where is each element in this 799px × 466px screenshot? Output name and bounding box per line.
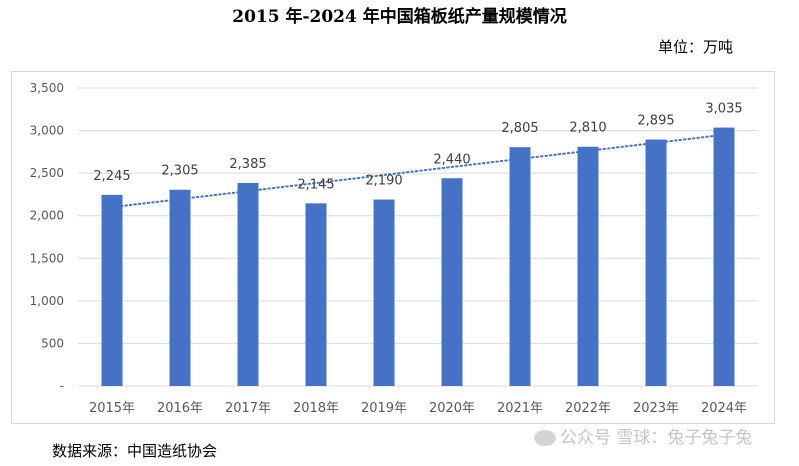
y-axis-ticks: - 500 1,000 1,500 2,000 2,500 3,000 3,500 <box>30 81 64 393</box>
y-tick-label: 3,500 <box>30 81 64 95</box>
x-category-label: 2024年 <box>701 401 747 416</box>
trendline <box>111 133 725 209</box>
bar <box>169 189 191 386</box>
chart-title: 2015 年-2024 年中国箱板纸产量规模情况 <box>232 7 567 27</box>
y-tick-label: 3,000 <box>30 124 64 138</box>
data-label: 2,145 <box>297 177 334 192</box>
bars <box>101 127 735 386</box>
bar <box>645 139 667 386</box>
x-category-label: 2015年 <box>89 401 135 416</box>
chart-area: - 500 1,000 1,500 2,000 2,500 3,000 3,500 2,245… <box>11 71 775 424</box>
x-category-label: 2020年 <box>429 401 475 416</box>
y-tick-label: 1,500 <box>30 251 64 265</box>
unit-label: 单位：万吨 <box>657 38 733 56</box>
x-category-label: 2023年 <box>633 401 679 416</box>
data-label: 2,245 <box>93 169 130 184</box>
bar-chart: - 500 1,000 1,500 2,000 2,500 3,000 3,500 2,245… <box>30 81 758 416</box>
x-category-label: 2022年 <box>565 401 611 416</box>
source-note: 数据来源：中国造纸协会 <box>52 442 218 460</box>
data-label: 2,385 <box>229 157 266 172</box>
x-category-label: 2017年 <box>225 401 271 416</box>
x-category-label: 2019年 <box>361 401 407 416</box>
data-label: 2,895 <box>637 114 674 129</box>
y-tick-label: 2,500 <box>30 166 64 180</box>
bar <box>713 127 735 386</box>
x-category-label: 2016年 <box>157 401 203 416</box>
trendline-group <box>111 133 725 209</box>
y-tick-label: - <box>60 379 64 393</box>
data-label: 2,440 <box>433 152 470 167</box>
x-axis-categories: 2015年 2016年 2017年 2018年 2019年 2020年 2021年 2022年… <box>89 401 747 416</box>
data-label: 2,190 <box>365 174 402 189</box>
y-tick-label: 2,000 <box>30 209 64 223</box>
bar <box>441 178 463 386</box>
watermark: 公众号 雪球：兔子兔子兔 <box>534 423 752 448</box>
gridlines <box>78 87 758 387</box>
data-label: 2,305 <box>161 164 198 179</box>
bar <box>305 203 327 386</box>
y-tick-label: 1,000 <box>30 294 64 308</box>
data-label: 2,805 <box>501 121 538 136</box>
x-category-label: 2018年 <box>293 401 339 416</box>
data-label: 2,810 <box>569 121 606 136</box>
bar <box>577 146 599 386</box>
watermark-text: 公众号 雪球：兔子兔子兔 <box>560 428 753 448</box>
bar <box>237 182 259 386</box>
x-category-label: 2021年 <box>497 401 543 416</box>
wechat-icon <box>534 430 556 446</box>
y-tick-label: 500 <box>41 336 64 350</box>
bar <box>509 147 531 386</box>
data-label: 3,035 <box>705 102 742 117</box>
bar <box>373 199 395 386</box>
bar <box>101 194 123 386</box>
data-labels: 2,245 2,305 2,385 2,145 2,190 2,440 2,805 2,810… <box>93 102 742 193</box>
